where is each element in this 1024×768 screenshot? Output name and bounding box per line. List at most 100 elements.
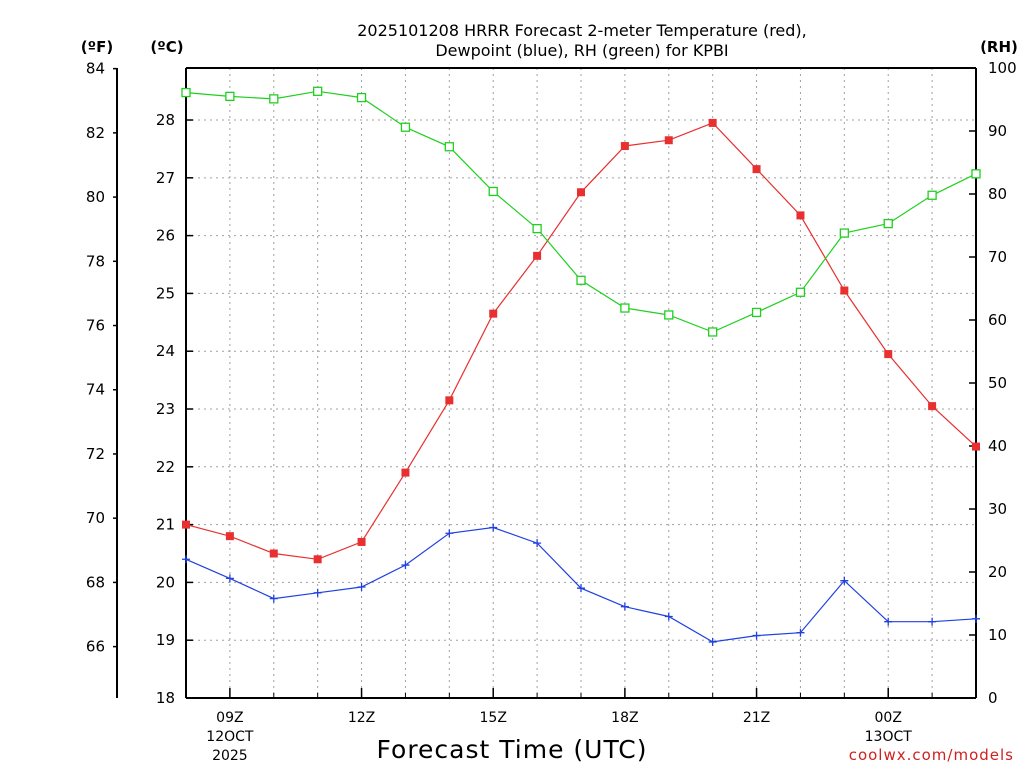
rh-tick-label: 50 bbox=[988, 374, 1007, 392]
rh-point bbox=[883, 218, 893, 229]
rh-series-line bbox=[185, 90, 977, 333]
temperature-point bbox=[182, 520, 190, 529]
temperature-point bbox=[357, 537, 366, 546]
rh-tick-label: 10 bbox=[988, 626, 1007, 644]
x-tick-date: 12OCT bbox=[206, 729, 254, 745]
celsius-tick-label: 20 bbox=[156, 573, 175, 591]
fahrenheit-tick-label: 84 bbox=[86, 60, 105, 78]
fahrenheit-tick-label: 76 bbox=[86, 317, 105, 335]
rh-point bbox=[400, 122, 411, 132]
fahrenheit-tick-label: 80 bbox=[86, 188, 105, 206]
rh-point bbox=[839, 228, 849, 238]
dewpoint-point bbox=[796, 628, 805, 637]
rh-tick-label: 0 bbox=[988, 689, 998, 707]
dewpoint-point bbox=[401, 561, 410, 570]
rh-point bbox=[225, 91, 235, 101]
rh-point bbox=[488, 186, 498, 197]
chart-title-line1: 2025101208 HRRR Forecast 2-meter Tempera… bbox=[357, 21, 807, 40]
dewpoint-point bbox=[182, 555, 190, 564]
axes: 18 19 20 21 22 23 24 25 26 27 28 66 68 70 72 74 76 78 80 82… bbox=[86, 59, 1017, 764]
x-tick-label: 18Z bbox=[611, 710, 638, 726]
fahrenheit-tick-label: 68 bbox=[86, 573, 105, 591]
rh-point bbox=[751, 307, 762, 318]
celsius-tick-label: 28 bbox=[156, 111, 175, 129]
rh-point bbox=[444, 142, 454, 152]
fahrenheit-tick-label: 66 bbox=[86, 638, 105, 656]
x-tick-label: 15Z bbox=[480, 710, 507, 726]
temperature-point bbox=[269, 549, 278, 558]
celsius-tick-label: 18 bbox=[156, 689, 175, 707]
temperature-point bbox=[928, 402, 937, 411]
temperature-point bbox=[489, 309, 498, 318]
rh-tick-label: 40 bbox=[988, 437, 1007, 455]
rh-tick-label: 90 bbox=[988, 122, 1007, 140]
dewpoint-point bbox=[972, 614, 980, 623]
dewpoint-point bbox=[664, 612, 673, 621]
dewpoint-point bbox=[928, 617, 937, 626]
dewpoint-point bbox=[752, 631, 761, 640]
series-layer bbox=[181, 86, 981, 646]
unit-label-celsius: (ºC) bbox=[150, 38, 183, 56]
temperature-point bbox=[708, 118, 717, 127]
rh-point bbox=[532, 223, 542, 234]
fahrenheit-tick-label: 70 bbox=[86, 509, 105, 527]
celsius-tick-label: 19 bbox=[156, 631, 175, 649]
celsius-tick-label: 26 bbox=[156, 227, 175, 245]
fahrenheit-tick-label: 78 bbox=[86, 252, 105, 270]
grid-lines bbox=[186, 68, 976, 699]
celsius-tick-label: 21 bbox=[156, 516, 175, 534]
dewpoint-point bbox=[269, 594, 278, 603]
x-tick-label: 12Z bbox=[348, 710, 375, 726]
temperature-point bbox=[620, 142, 629, 151]
rh-tick-label: 80 bbox=[988, 185, 1007, 203]
temperature-point bbox=[577, 188, 585, 197]
chart-title-line2: Dewpoint (blue), RH (green) for KPBI bbox=[435, 41, 728, 60]
fahrenheit-tick-label: 74 bbox=[86, 381, 105, 399]
rh-point bbox=[181, 87, 191, 98]
rh-point bbox=[620, 303, 630, 313]
temperature-point bbox=[445, 396, 454, 405]
credit-text: coolwx.com/models bbox=[849, 746, 1014, 764]
temperature-point bbox=[313, 555, 322, 564]
unit-label-fahrenheit: (ºF) bbox=[81, 38, 113, 56]
rh-point bbox=[708, 327, 718, 337]
x-tick-year: 2025 bbox=[212, 748, 248, 764]
x-tick-label: 00Z bbox=[875, 710, 902, 726]
rh-point bbox=[269, 94, 279, 104]
temperature-point bbox=[796, 211, 805, 220]
rh-point bbox=[971, 169, 981, 179]
dewpoint-point bbox=[840, 576, 849, 585]
dewpoint-point bbox=[708, 637, 717, 646]
rh-point bbox=[356, 92, 367, 103]
temperature-point bbox=[664, 136, 673, 145]
dewpoint-point bbox=[884, 617, 893, 626]
dewpoint-point bbox=[313, 588, 322, 597]
rh-tick-label: 60 bbox=[988, 311, 1007, 329]
rh-point bbox=[576, 275, 586, 285]
rh-tick-label: 100 bbox=[988, 59, 1017, 77]
celsius-tick-label: 23 bbox=[156, 400, 175, 418]
temperature-point bbox=[972, 442, 980, 451]
temperature-point bbox=[533, 251, 542, 260]
temperature-point bbox=[225, 532, 234, 541]
temperature-point bbox=[840, 286, 849, 295]
fahrenheit-tick-label: 82 bbox=[86, 124, 105, 142]
x-tick-label: 09Z bbox=[216, 710, 243, 726]
rh-tick-label: 70 bbox=[988, 248, 1007, 266]
x-tick-date: 13OCT bbox=[865, 729, 913, 745]
fahrenheit-tick-label: 72 bbox=[86, 445, 105, 463]
dewpoint-point bbox=[489, 523, 498, 532]
celsius-tick-label: 22 bbox=[156, 458, 175, 476]
dewpoint-point bbox=[620, 602, 629, 611]
rh-tick-label: 20 bbox=[988, 563, 1007, 581]
x-axis-label: Forecast Time (UTC) bbox=[377, 735, 648, 764]
dewpoint-point bbox=[357, 583, 366, 592]
rh-tick-label: 30 bbox=[988, 500, 1007, 518]
rh-point bbox=[795, 287, 806, 297]
x-tick-label: 21Z bbox=[743, 710, 770, 726]
dewpoint-point bbox=[225, 574, 234, 583]
temperature-point bbox=[752, 165, 761, 174]
unit-label-rh: (RH) bbox=[980, 38, 1018, 56]
